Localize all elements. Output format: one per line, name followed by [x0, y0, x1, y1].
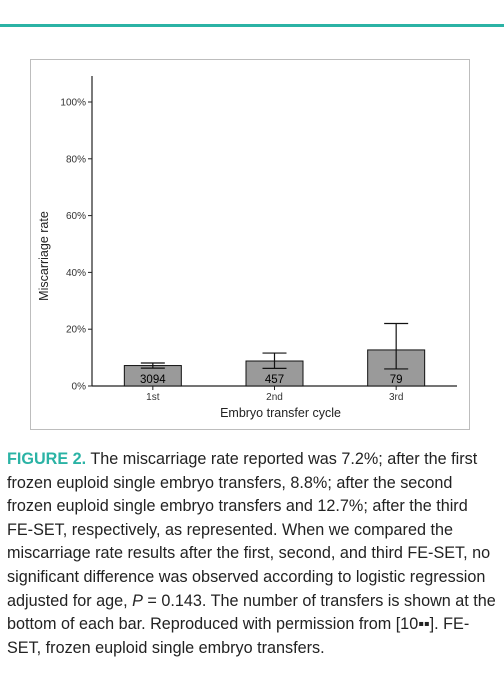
p-value-symbol: P	[132, 591, 143, 610]
y-axis-title: Miscarriage rate	[37, 211, 51, 301]
y-tick-label: 80%	[66, 154, 86, 165]
bar	[245, 360, 304, 387]
y-tick-label: 20%	[66, 325, 86, 336]
x-tick-label: 2nd	[266, 392, 283, 403]
bar-count-label: 79	[390, 374, 403, 386]
caption-text-a: The miscarriage rate reported was 7.2%; …	[7, 450, 491, 610]
y-tick-label: 40%	[66, 268, 86, 279]
error-bars	[140, 322, 409, 370]
x-axis-title: Embryo transfer cycle	[220, 406, 341, 420]
bar-chart: 0% 20% 40% 60% 80% 100% 1st 2nd 3rd 3094 457 79 Mi…	[37, 76, 457, 420]
caption-text-b: = 0.143. The number of transfers is show…	[7, 591, 496, 657]
y-tick-label: 100%	[60, 98, 86, 109]
bar-count-label: 3094	[140, 374, 166, 386]
y-tick-label: 0%	[72, 382, 87, 393]
x-tick-label: 3rd	[389, 392, 403, 403]
figure-label: FIGURE 2.	[7, 450, 87, 468]
figure-caption: FIGURE 2. The miscarriage rate reported …	[7, 448, 497, 660]
chart-panel: 0% 20% 40% 60% 80% 100% 1st 2nd 3rd 3094 457 79 Mi…	[30, 59, 470, 430]
y-tick-label: 60%	[66, 211, 86, 222]
header-rule	[0, 24, 504, 27]
bar-count-label: 457	[265, 374, 284, 386]
x-tick-label: 1st	[146, 392, 160, 403]
